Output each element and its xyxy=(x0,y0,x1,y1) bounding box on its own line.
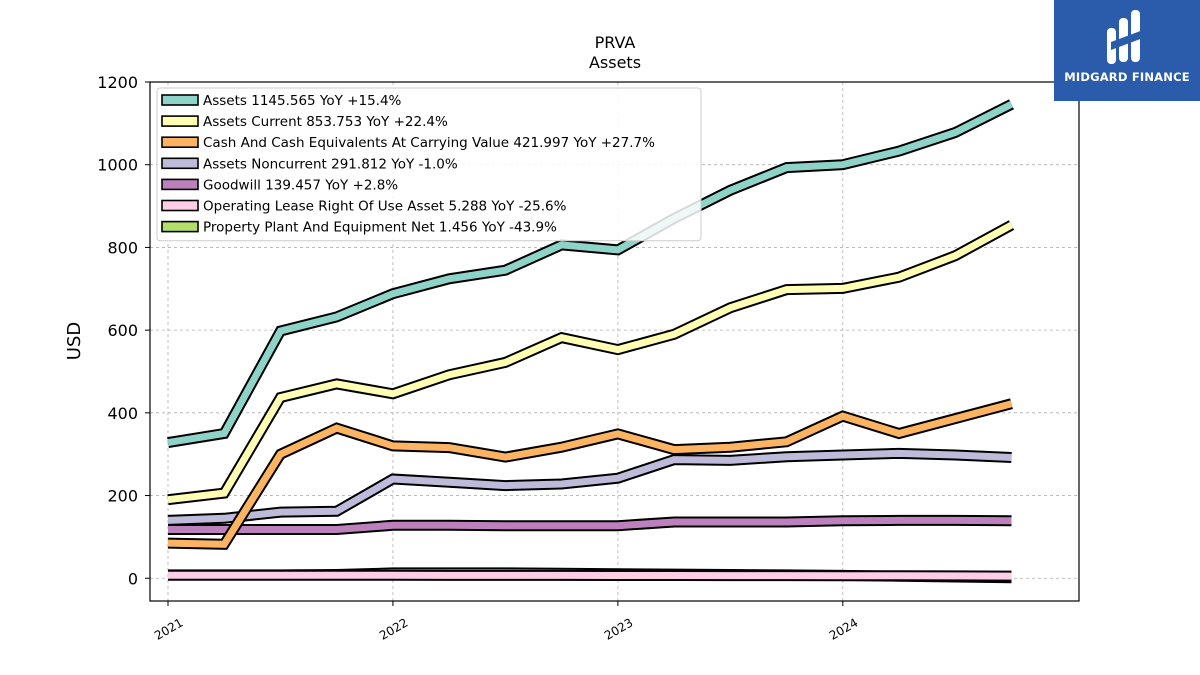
series-assets xyxy=(167,99,1014,449)
x-tick-label: 2021 xyxy=(152,615,185,642)
legend-swatch xyxy=(161,115,199,127)
legend-entry: Property Plant And Equipment Net 1.456 Y… xyxy=(203,220,557,236)
legend-swatch xyxy=(161,94,199,106)
series-line xyxy=(167,222,1014,504)
y-tick-label: 1200 xyxy=(97,73,138,92)
chart-subtitle: Assets xyxy=(589,53,641,72)
brand-name: MIDGARD FINANCE xyxy=(1064,70,1190,84)
y-axis-ticks: 0 200 400 600 800 1000 1200 xyxy=(97,73,150,588)
legend-swatch xyxy=(161,178,199,191)
y-tick-label: 800 xyxy=(107,238,138,257)
legend-box xyxy=(156,87,702,242)
y-tick-label: 600 xyxy=(107,321,138,340)
legend-entry: Assets Noncurrent 291.812 YoY -1.0% xyxy=(203,156,458,172)
legend-swatch xyxy=(161,136,199,148)
y-tick-label: 1000 xyxy=(97,156,138,175)
x-tick-label: 2024 xyxy=(827,615,860,642)
series-cash-and-cash-equivalents-at-carrying-value xyxy=(167,398,1013,550)
legend-entry: Assets Current 853.753 YoY +22.4% xyxy=(203,114,448,130)
legend-entry: Goodwill 139.457 YoY +2.8% xyxy=(203,177,398,193)
legend-entry: Assets 1145.565 YoY +15.4% xyxy=(203,93,402,109)
y-axis-label: USD xyxy=(64,322,85,360)
legend: Assets 1145.565 YoY +15.4% Assets Current… xyxy=(156,87,702,242)
series-line xyxy=(168,516,1012,533)
y-tick-label: 400 xyxy=(107,404,138,423)
legend-entry: Cash And Cash Equivalents At Carrying Va… xyxy=(203,135,655,151)
legend-swatch xyxy=(161,199,199,212)
series-goodwill xyxy=(168,514,1012,535)
x-tick-label: 2022 xyxy=(377,615,410,642)
series-operating-lease-right-of-use-asset xyxy=(168,569,1012,582)
series-assets-noncurrent xyxy=(167,447,1012,526)
legend-entry: Operating Lease Right Of Use Asset 5.288… xyxy=(203,199,567,215)
series-line xyxy=(167,400,1013,548)
legend-swatch xyxy=(161,157,199,170)
x-tick-label: 2023 xyxy=(602,615,635,642)
plot-frame xyxy=(149,81,1080,602)
y-tick-label: 0 xyxy=(128,569,138,588)
series-line xyxy=(167,101,1014,447)
series-lines xyxy=(167,99,1015,584)
brand-logo: MIDGARD FINANCE xyxy=(1054,0,1200,101)
chart-title: PRVA xyxy=(595,33,636,52)
x-axis-ticks: 2021 2022 2023 2024 xyxy=(152,601,860,643)
series-line xyxy=(168,571,1012,580)
series-line xyxy=(167,449,1012,524)
y-tick-label: 200 xyxy=(107,487,138,506)
midgard-finance-logo-icon xyxy=(1107,10,1143,64)
legend-swatch xyxy=(161,220,199,233)
series-assets-current xyxy=(167,220,1015,506)
